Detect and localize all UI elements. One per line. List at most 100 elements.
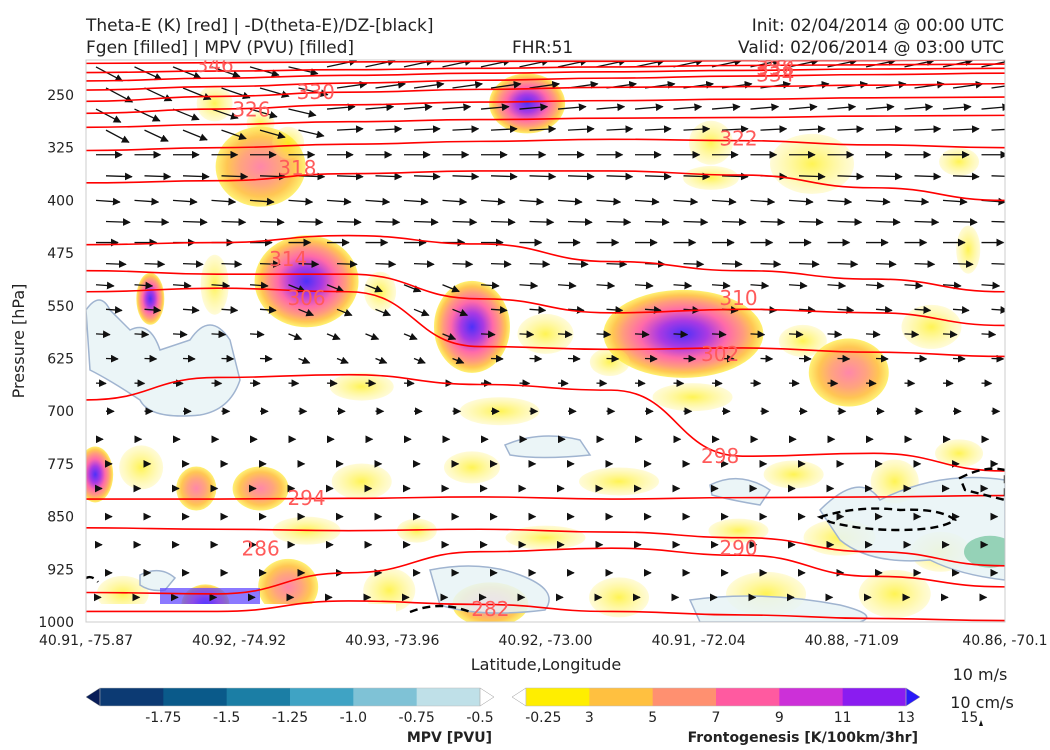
wind-arrow — [788, 281, 808, 290]
wind-arrow — [644, 125, 672, 134]
wind-arrow — [95, 330, 111, 339]
wind-arrow — [827, 60, 858, 68]
title-left-line2: Fgen [filled] | MPV (PVU) [filled] — [86, 38, 354, 58]
wind-arrow — [644, 172, 672, 181]
wind-arrow — [827, 197, 853, 206]
wind-arrow — [875, 306, 893, 314]
theta-e-contour-314 — [86, 170, 1005, 202]
quiver-legend: 10 m/s 10 cm/s — [950, 665, 1014, 726]
wind-arrow — [529, 172, 557, 181]
colorbar-tick-label: 13 — [897, 710, 915, 726]
wind-arrow — [991, 260, 1005, 268]
theta-e-contour-label: 346 — [196, 53, 234, 77]
wind-arrow — [105, 260, 127, 268]
wind-arrow — [952, 260, 974, 268]
wind-arrow — [788, 330, 804, 339]
x-tick-label: 40.86, -70.1 — [962, 633, 1047, 649]
wind-arrow — [211, 281, 231, 290]
wind-arrow — [634, 330, 650, 339]
wind-arrow — [336, 80, 368, 89]
wind-arrow — [375, 308, 392, 317]
wind-arrow — [981, 281, 1001, 290]
wind-arrow — [529, 306, 547, 314]
wind-arrow — [904, 330, 920, 339]
wind-arrow — [490, 306, 508, 314]
y-tick-label: 550 — [47, 299, 74, 315]
theta-e-contour-label: 302 — [701, 342, 739, 366]
y-axis-ticks: 250 325 400 475 550 625 700 775 850 925 1000 — [38, 88, 74, 631]
wind-arrow — [875, 218, 901, 226]
wind-arrow — [375, 218, 401, 226]
fgen-fill-region — [443, 451, 500, 484]
stability-dashed-contour — [409, 604, 471, 614]
wind-arrow — [991, 85, 1005, 89]
y-tick-label: 250 — [47, 88, 74, 104]
colorbar-tick-label: -1.0 — [340, 710, 367, 726]
wind-arrow — [634, 281, 654, 290]
wind-arrow — [221, 129, 247, 141]
wind-arrow — [798, 306, 816, 314]
colorbar-segment — [100, 688, 164, 706]
wind-arrow — [721, 260, 743, 268]
wind-arrow — [298, 129, 325, 139]
wind-arrow — [596, 330, 612, 339]
wind-arrow — [529, 125, 557, 134]
wind-arrow — [490, 218, 516, 226]
fgen-fill-region — [808, 338, 889, 407]
wind-arrow — [750, 281, 770, 290]
colorbar-tick-label: 15 — [960, 710, 978, 726]
wind-arrow — [259, 260, 281, 268]
wind-arrow — [606, 306, 624, 314]
wind-arrow — [134, 330, 150, 339]
wind-arrow — [105, 306, 123, 314]
colorbar-tick-label: -1.5 — [213, 710, 240, 726]
theta-e-contour-298 — [86, 373, 1005, 472]
wind-arrow — [567, 125, 595, 134]
colorbar-segment — [353, 688, 418, 706]
wind-arrow — [837, 306, 855, 314]
wind-arrow — [403, 332, 418, 341]
wind-arrow — [134, 66, 163, 81]
wind-arrow — [904, 197, 930, 206]
wind-arrow — [519, 281, 539, 290]
wind-arrow — [249, 197, 275, 206]
wind-arrow — [442, 332, 457, 341]
wind-arrow — [519, 197, 545, 206]
x-tick-label: 40.92, -74.92 — [192, 633, 286, 649]
colorbar-segment — [589, 688, 654, 706]
wind-arrow — [259, 218, 285, 226]
colorbar-segment — [163, 688, 228, 706]
theta-e-contour-318 — [86, 138, 1005, 152]
wind-arrow — [326, 284, 345, 293]
wind-arrow — [95, 108, 122, 123]
y-tick-label: 1000 — [38, 615, 74, 631]
valid-time: Valid: 02/06/2014 @ 03:00 UTC — [738, 38, 1004, 58]
wind-arrow — [914, 125, 942, 134]
x-axis-ticks: 40.91, -75.87 40.92, -74.92 40.93, -73.96 4… — [39, 633, 1048, 649]
wind-arrow — [134, 197, 160, 206]
y-tick-label: 850 — [47, 510, 74, 526]
wind-arrow — [567, 218, 593, 226]
wind-arrow — [172, 330, 188, 339]
colorbar-tick-label: -0.75 — [399, 710, 435, 726]
wind-arrow — [557, 330, 573, 339]
wind-arrow — [375, 125, 403, 134]
wind-arrow — [403, 197, 429, 206]
colorbar-segment — [290, 688, 354, 706]
wind-arrow — [144, 172, 172, 181]
wind-arrow — [249, 108, 278, 119]
theta-e-contour-label: 290 — [719, 536, 757, 560]
init-time: Init: 02/04/2014 @ 00:00 UTC — [752, 16, 1004, 36]
wind-arrow — [95, 281, 115, 290]
wind-arrow — [442, 284, 460, 293]
wind-arrow — [981, 330, 997, 339]
wind-arrow — [288, 197, 314, 206]
fgen-fill-region — [517, 313, 574, 354]
wind-arrow — [221, 306, 239, 314]
theta-e-contour-286 — [86, 547, 1005, 595]
wind-arrow — [365, 332, 380, 341]
wind-arrow — [375, 172, 403, 181]
wind-arrow — [519, 103, 549, 112]
theta-e-contour-334 — [86, 72, 1005, 91]
